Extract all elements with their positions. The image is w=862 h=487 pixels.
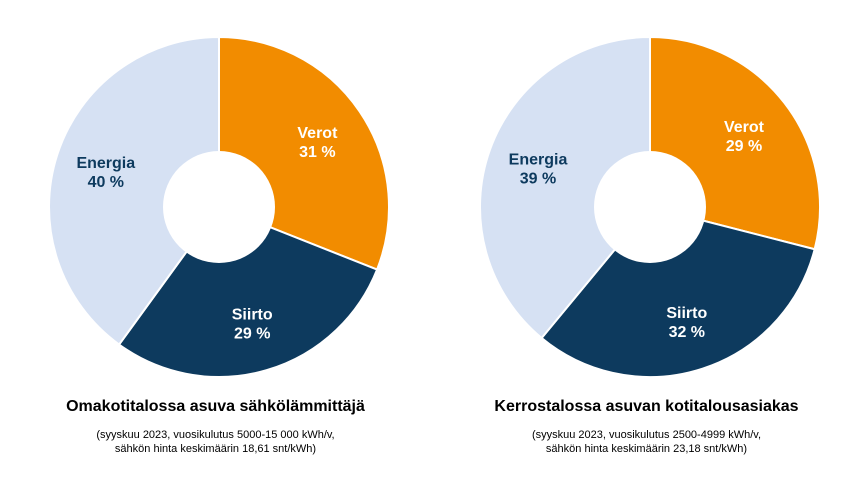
- donut-svg: Verot 31 % Siirto 29 % Energia 40 %: [48, 36, 390, 378]
- donut-hole: [163, 151, 275, 263]
- slice-siirto: [118, 206, 379, 378]
- chart-note-line: (syyskuu 2023, vuosikulutus 2500-4999 kW…: [531, 429, 762, 441]
- slice-label-siirto: Siirto: [232, 306, 273, 323]
- slice-value-siirto: 32 %: [669, 324, 705, 341]
- slice-label-verot: Verot: [297, 125, 338, 142]
- slice-value-siirto: 29 %: [234, 325, 270, 342]
- slice-value-verot: 31 %: [299, 144, 335, 161]
- slice-value-energia: 40 %: [88, 174, 124, 191]
- chart-title: Omakotitalossa asuva sähkölämmittäjä: [66, 398, 365, 415]
- slice-label-siirto: Siirto: [666, 305, 707, 322]
- donut-svg: Verot 29 % Siirto 32 % Energia 39 %: [478, 36, 822, 379]
- chart-note-line: sähkön hinta keskimäärin 18,61 snt/kWh): [114, 443, 317, 455]
- slice-value-verot: 29 %: [726, 138, 762, 155]
- chart-note: (syyskuu 2023, vuosikulutus 5000-15 000 …: [0, 428, 431, 456]
- chart-note-line: (syyskuu 2023, vuosikulutus 5000-15 000 …: [96, 429, 335, 441]
- donut-hole: [594, 151, 706, 263]
- slice-label-energia: Energia: [76, 155, 135, 172]
- chart-note-line: sähkön hinta keskimäärin 23,18 snt/kWh): [545, 443, 748, 455]
- donut-chart-kerrostalo: Verot 29 % Siirto 32 % Energia 39 % Kerrostal…: [431, 0, 862, 487]
- slice-label-energia: Energia: [509, 152, 568, 169]
- chart-note: (syyskuu 2023, vuosikulutus 2500-4999 kW…: [431, 428, 862, 456]
- slice-siirto: [540, 206, 816, 379]
- slice-label-verot: Verot: [724, 119, 765, 136]
- slice-energia: [48, 36, 220, 346]
- slice-energia: [478, 36, 651, 339]
- donut-chart-omakotitalo: Verot 31 % Siirto 29 % Energia 40 % Omakotita…: [0, 36, 431, 456]
- slice-value-energia: 39 %: [520, 171, 556, 188]
- chart-title: Kerrostalossa asuvan kotitalousasiakas: [494, 398, 799, 415]
